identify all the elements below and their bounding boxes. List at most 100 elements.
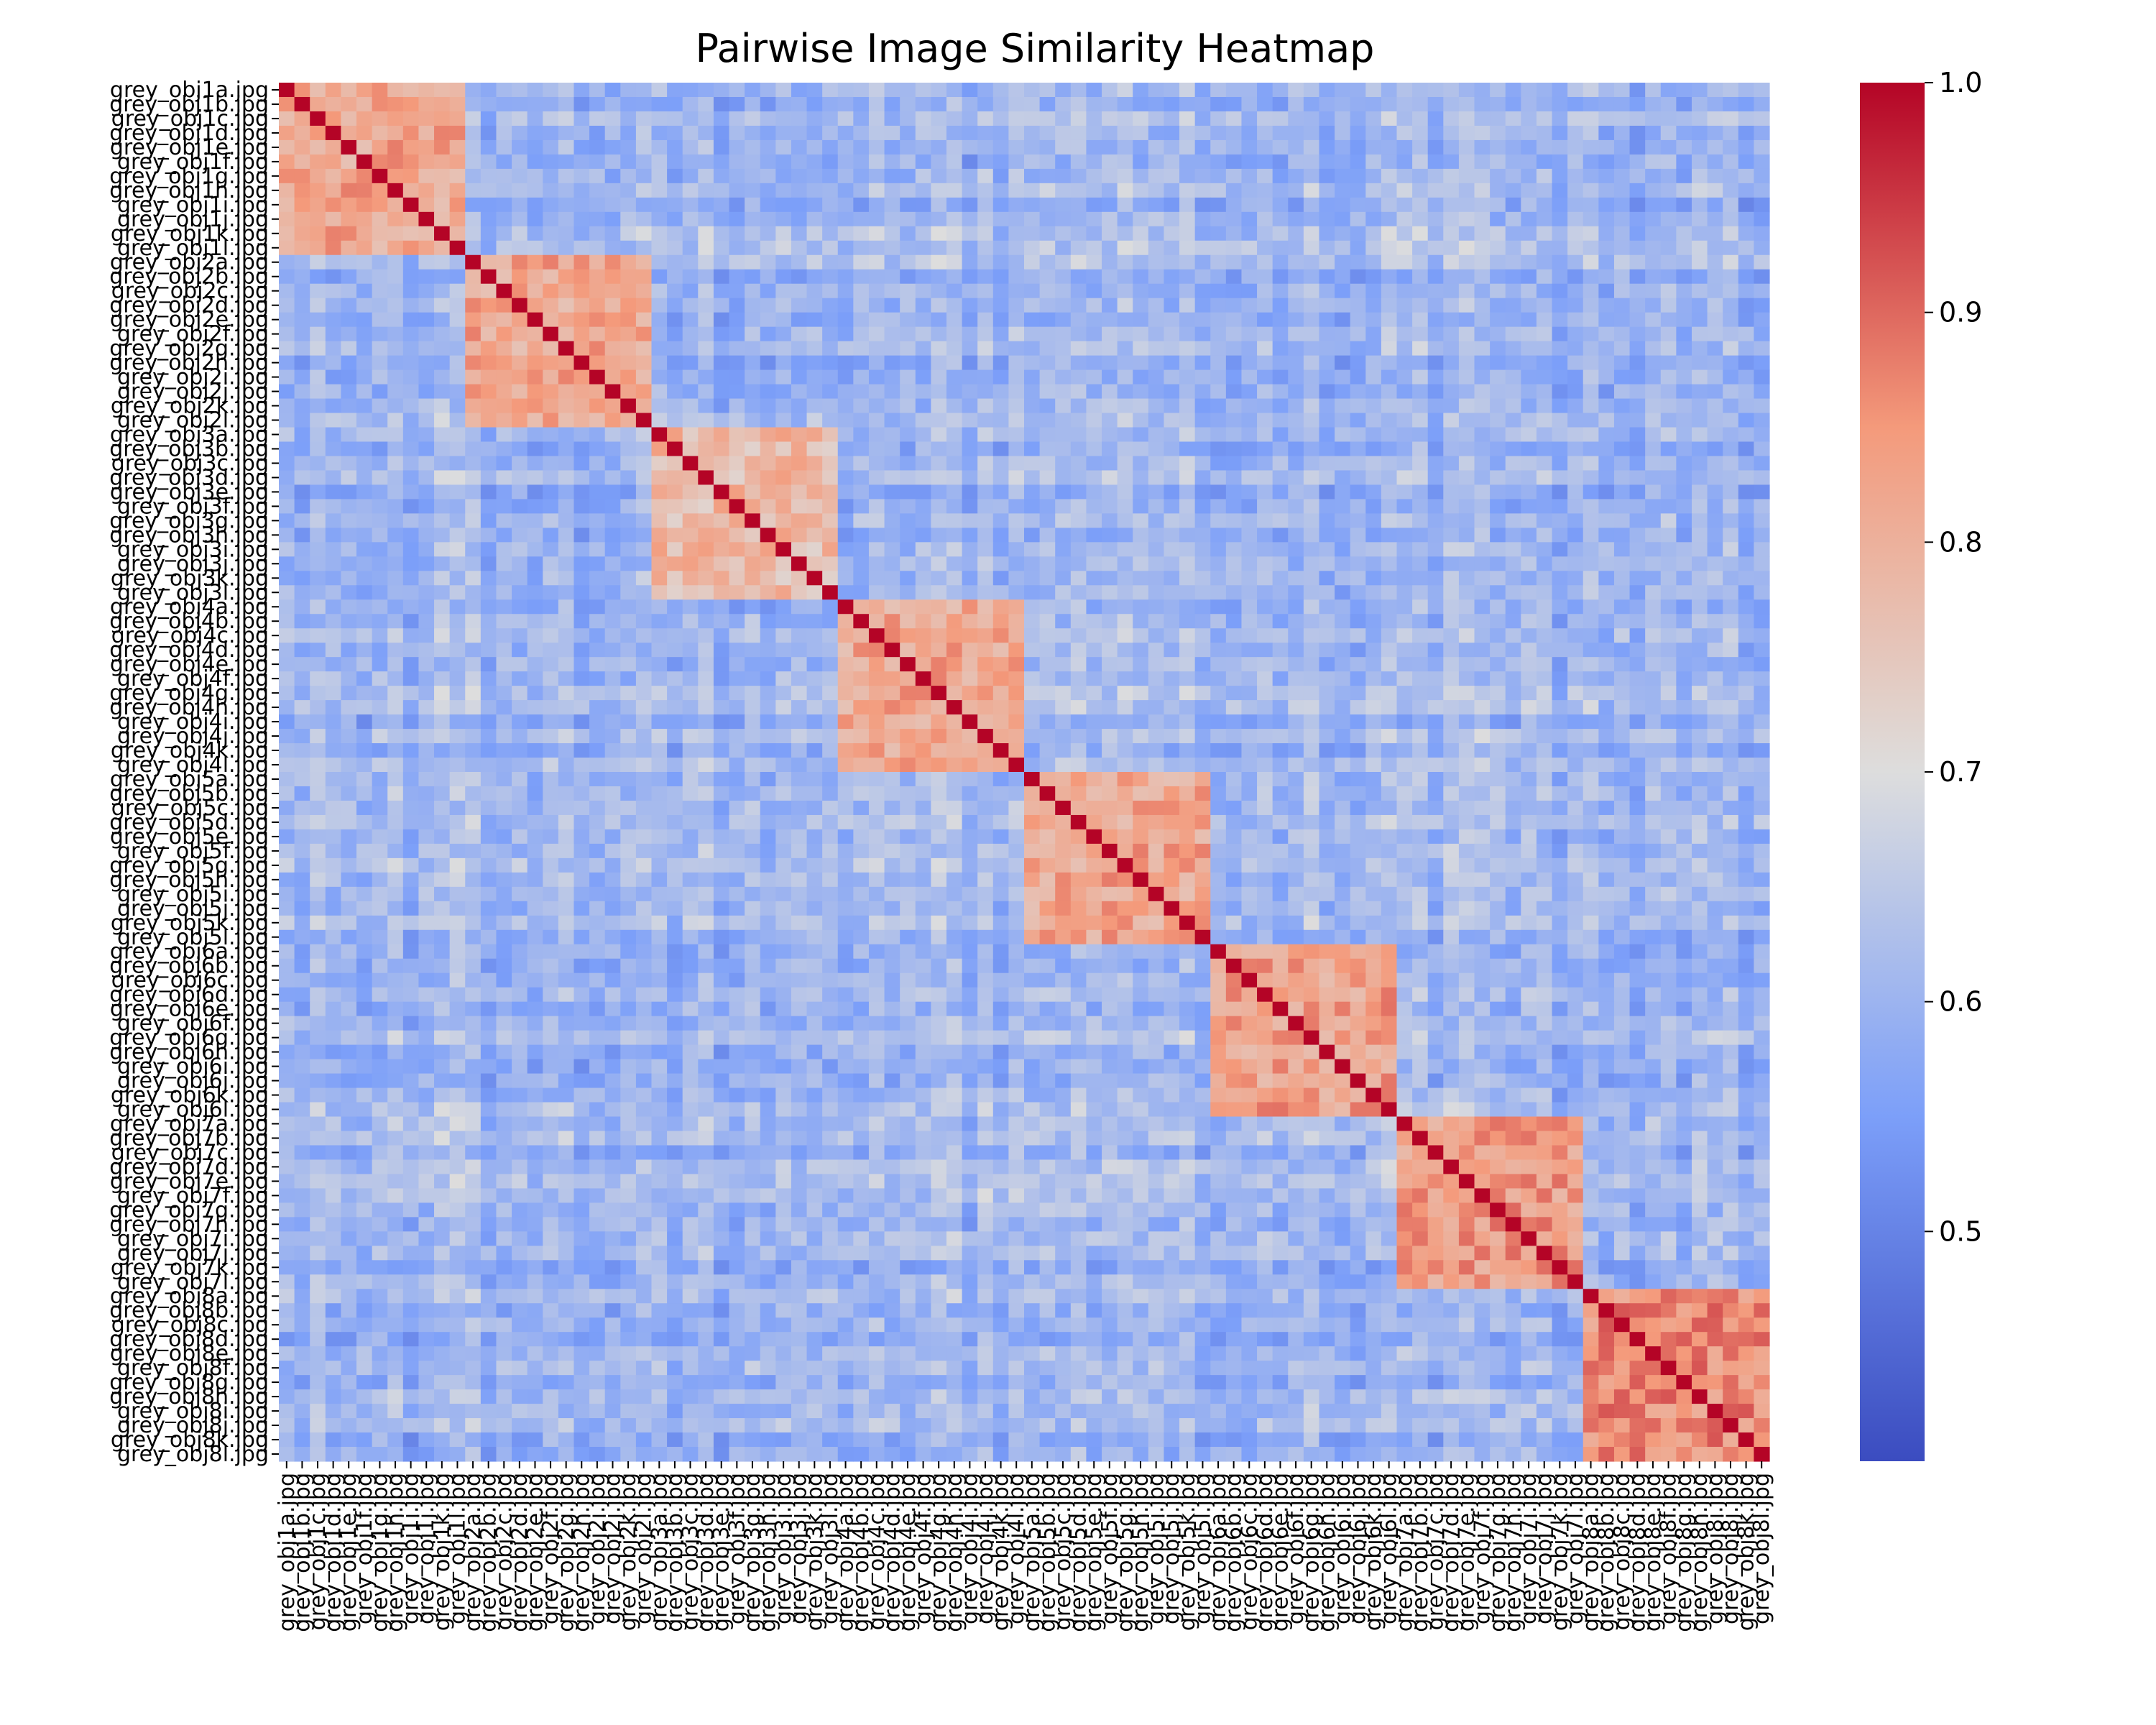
heatmap-cell (1319, 111, 1335, 126)
heatmap-cell (1427, 154, 1444, 170)
heatmap-cell (1738, 571, 1754, 586)
heatmap-cell (745, 83, 761, 98)
heatmap-cell (341, 470, 357, 486)
heatmap-cell (760, 729, 776, 744)
heatmap-cell (279, 312, 295, 328)
heatmap-cell (465, 197, 482, 213)
heatmap-cell (1365, 542, 1382, 557)
heatmap-cell (512, 413, 528, 428)
heatmap-cell (372, 542, 388, 557)
heatmap-cell (1241, 83, 1258, 98)
heatmap-cell (853, 657, 870, 672)
heatmap-cell (496, 528, 512, 543)
heatmap-cell (1350, 168, 1366, 184)
heatmap-cell (1148, 312, 1165, 328)
heatmap-cell (1396, 758, 1413, 773)
heatmap-cell (402, 729, 420, 744)
heatmap-cell (698, 542, 714, 557)
heatmap-cell (745, 614, 761, 629)
heatmap-cell (387, 441, 404, 457)
heatmap-cell (651, 814, 668, 830)
heatmap-cell (1039, 700, 1056, 715)
heatmap-cell (573, 83, 590, 98)
heatmap-cell (1319, 369, 1335, 385)
heatmap-cell (543, 254, 559, 270)
heatmap-cell (589, 772, 606, 787)
heatmap-cell (294, 671, 310, 686)
heatmap-cell (1225, 556, 1243, 571)
heatmap-cell (1474, 628, 1491, 643)
heatmap-cell (1024, 125, 1041, 141)
heatmap-cell (931, 197, 947, 213)
heatmap-cell (900, 686, 916, 701)
heatmap-cell (387, 168, 404, 184)
heatmap-cell (713, 643, 730, 658)
heatmap-cell (620, 427, 637, 443)
heatmap-cell (1365, 111, 1382, 126)
heatmap-cell (294, 125, 310, 141)
heatmap-cell (1474, 341, 1491, 356)
heatmap-cell (1148, 125, 1165, 141)
heatmap-cell (635, 800, 653, 816)
heatmap-cell (745, 585, 761, 600)
heatmap-cell (1024, 111, 1041, 126)
heatmap-cell (992, 384, 1009, 400)
heatmap-cell (1552, 154, 1568, 170)
heatmap-cell (402, 814, 420, 830)
heatmap-cell (1474, 125, 1491, 141)
heatmap-cell (279, 528, 295, 543)
heatmap-cell (310, 125, 326, 141)
heatmap-cell (1552, 814, 1568, 830)
heatmap-cell (294, 829, 310, 845)
heatmap-cell (1008, 628, 1025, 643)
heatmap-cell (745, 800, 761, 816)
heatmap-cell (1474, 743, 1491, 758)
heatmap-cell (1164, 643, 1180, 658)
heatmap-cell (931, 168, 947, 184)
heatmap-cell (822, 456, 839, 472)
heatmap-cell (573, 484, 590, 500)
heatmap-cell (946, 585, 963, 600)
heatmap-cell (1070, 528, 1087, 543)
heatmap-cell (1350, 226, 1366, 242)
heatmap-cell (1210, 226, 1227, 242)
heatmap-cell (1536, 743, 1553, 758)
heatmap-cell (558, 398, 575, 414)
heatmap-cell (651, 614, 668, 629)
heatmap-cell (915, 743, 931, 758)
heatmap-cell (1443, 298, 1460, 313)
heatmap-cell (1365, 599, 1382, 615)
heatmap-cell (434, 83, 451, 98)
heatmap-cell (698, 758, 714, 773)
heatmap-cell (1738, 456, 1754, 472)
heatmap-cell (884, 355, 900, 371)
heatmap-cell (589, 341, 606, 356)
heatmap-cell (931, 542, 947, 557)
heatmap-cell (667, 686, 683, 701)
heatmap-cell (1660, 355, 1677, 371)
heatmap-cell (837, 254, 854, 270)
heatmap-cell (1412, 298, 1429, 313)
heatmap-cell (682, 427, 699, 443)
heatmap-cell (496, 427, 512, 443)
heatmap-cell (1505, 384, 1521, 400)
heatmap-cell (1412, 154, 1429, 170)
heatmap-cell (1133, 671, 1149, 686)
heatmap-cell (1412, 628, 1429, 643)
heatmap-cell (1070, 571, 1087, 586)
heatmap-cell (1335, 427, 1351, 443)
heatmap-cell (1723, 326, 1739, 342)
heatmap-cell (604, 729, 621, 744)
heatmap-cell (1707, 643, 1723, 658)
heatmap-cell (900, 484, 916, 500)
heatmap-cell (434, 456, 451, 472)
heatmap-cell (775, 614, 792, 629)
heatmap-cell (1133, 729, 1149, 744)
heatmap-cell (1723, 571, 1739, 586)
heatmap-cell (325, 786, 342, 801)
heatmap-cell (527, 427, 543, 443)
heatmap-cell (1133, 470, 1149, 486)
heatmap-cell (1505, 96, 1521, 112)
heatmap-cell (573, 369, 590, 385)
heatmap-cell (1133, 384, 1149, 400)
